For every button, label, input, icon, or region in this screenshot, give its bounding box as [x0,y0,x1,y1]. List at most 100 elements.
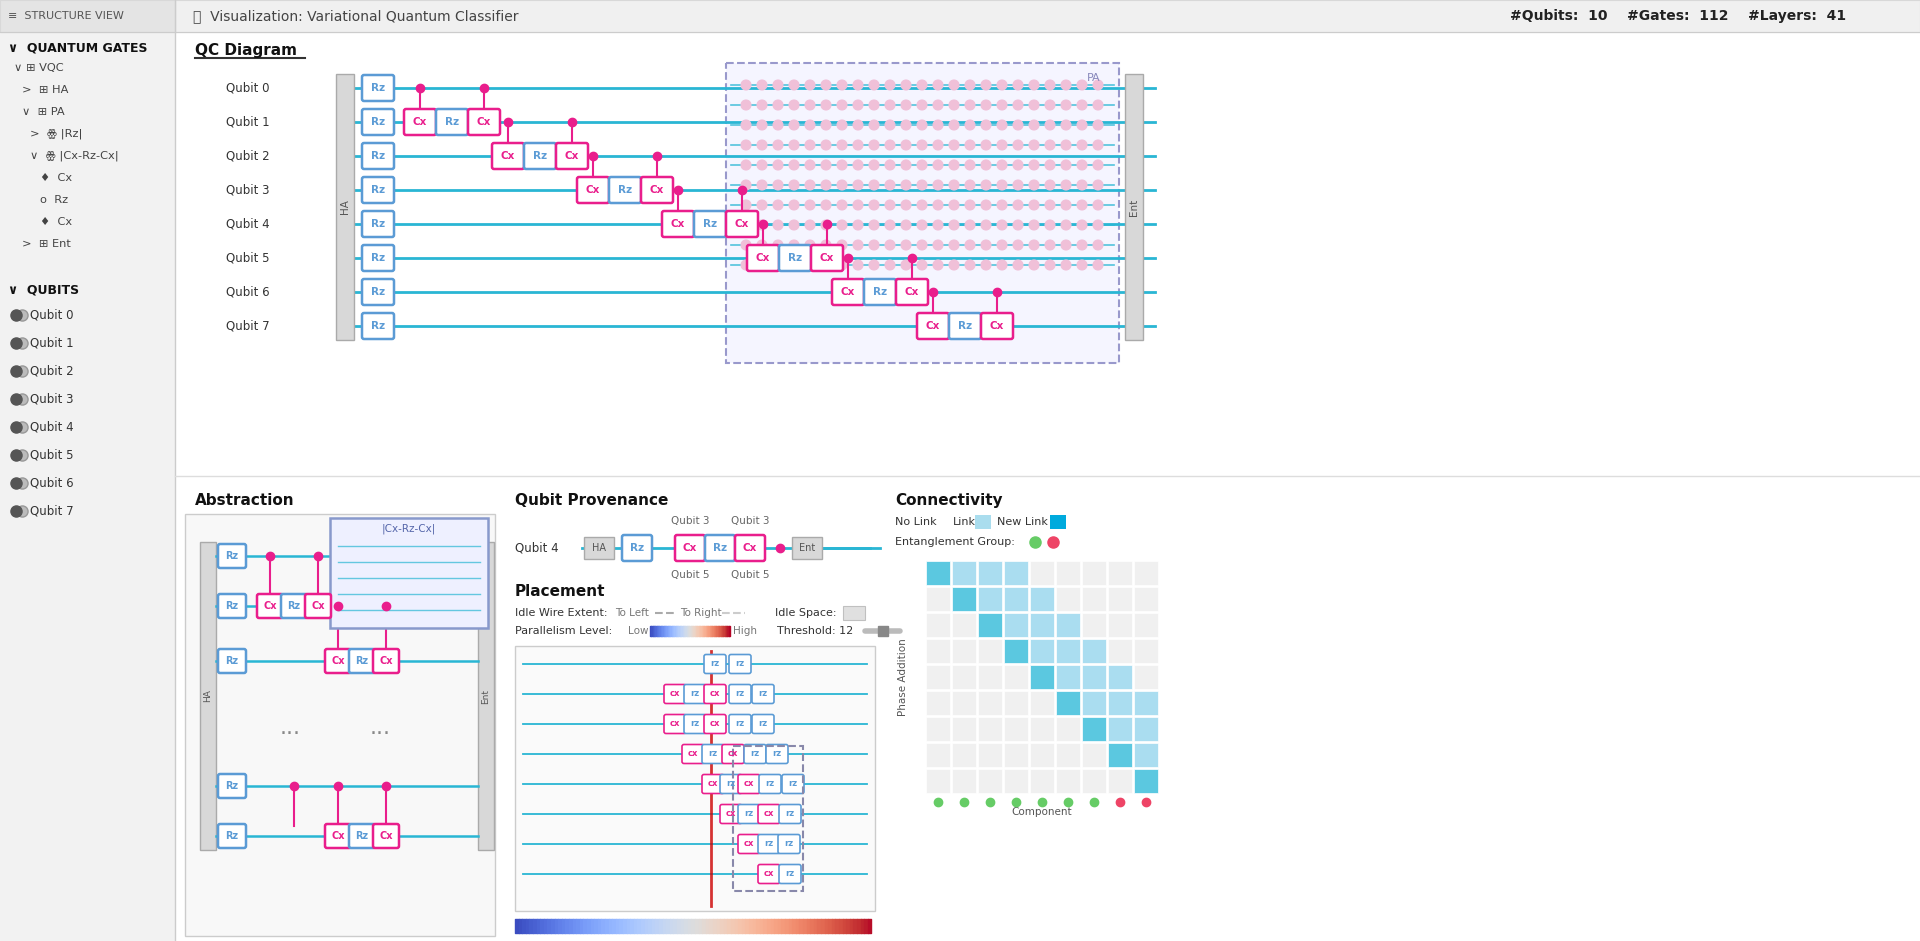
FancyBboxPatch shape [349,824,374,848]
Text: Connectivity: Connectivity [895,492,1002,507]
Text: Rz: Rz [371,287,386,297]
Circle shape [1029,100,1039,110]
Circle shape [789,120,799,130]
Circle shape [933,220,943,230]
Circle shape [981,160,991,170]
Text: cx: cx [710,690,720,698]
Circle shape [981,120,991,130]
FancyBboxPatch shape [897,279,927,305]
Text: Qubit 2: Qubit 2 [227,150,271,163]
Bar [1083,561,1106,585]
Circle shape [885,120,895,130]
Circle shape [741,220,751,230]
Bar [0,0,1920,32]
Bar [977,717,1002,741]
Bar [952,561,975,585]
Text: cx: cx [670,690,680,698]
FancyBboxPatch shape [280,594,307,618]
Circle shape [741,140,751,150]
Bar [1029,613,1054,637]
FancyBboxPatch shape [676,535,705,561]
Bar [1108,769,1133,793]
Circle shape [900,160,910,170]
Text: Idle Space:: Idle Space: [776,608,837,618]
Circle shape [870,240,879,250]
Circle shape [966,100,975,110]
Circle shape [981,100,991,110]
FancyBboxPatch shape [363,109,394,135]
Circle shape [885,140,895,150]
Bar [336,74,353,340]
Text: Qubit 4: Qubit 4 [515,541,559,554]
Circle shape [1014,80,1023,90]
Circle shape [837,260,847,270]
FancyBboxPatch shape [622,535,653,561]
Circle shape [837,220,847,230]
Text: Cx: Cx [380,656,394,666]
Bar [1108,639,1133,663]
Circle shape [885,200,895,210]
Text: #Qubits:  10    #Gates:  112    #Layers:  41: #Qubits: 10 #Gates: 112 #Layers: 41 [1509,9,1847,23]
Circle shape [837,120,847,130]
Bar [952,639,975,663]
FancyBboxPatch shape [726,211,758,237]
Circle shape [933,100,943,110]
Bar [1029,769,1054,793]
Text: QC Diagram: QC Diagram [196,42,298,57]
Text: Cx: Cx [820,253,833,263]
Text: Qubit 3: Qubit 3 [227,183,271,197]
Circle shape [1092,140,1102,150]
Bar [1050,515,1066,529]
Circle shape [1014,160,1023,170]
Circle shape [996,220,1006,230]
Text: o  Rz: o Rz [40,195,67,205]
Circle shape [981,140,991,150]
Circle shape [918,100,927,110]
Bar [977,639,1002,663]
Circle shape [933,240,943,250]
Text: Cx: Cx [263,601,276,611]
Bar [977,613,1002,637]
Text: Abstraction: Abstraction [196,492,294,507]
Circle shape [885,260,895,270]
Circle shape [885,80,895,90]
Circle shape [981,260,991,270]
Text: Ent: Ent [1129,199,1139,215]
Text: Link: Link [952,517,975,527]
Text: Qubit 3: Qubit 3 [670,516,708,526]
FancyBboxPatch shape [831,279,864,305]
Text: Qubit 1: Qubit 1 [227,116,271,129]
FancyBboxPatch shape [720,774,741,793]
Text: rz: rz [691,720,699,728]
Text: Qubit 4: Qubit 4 [31,421,73,434]
Text: Rz: Rz [225,551,238,561]
Circle shape [885,100,895,110]
Circle shape [996,100,1006,110]
Circle shape [900,200,910,210]
Circle shape [996,140,1006,150]
Circle shape [822,200,831,210]
Circle shape [774,180,783,190]
Circle shape [1062,200,1071,210]
Circle shape [966,80,975,90]
Circle shape [789,160,799,170]
Bar [1135,613,1158,637]
Bar [1004,561,1027,585]
Circle shape [822,220,831,230]
Circle shape [996,160,1006,170]
Circle shape [1029,120,1039,130]
Circle shape [1029,200,1039,210]
Circle shape [1092,200,1102,210]
Circle shape [804,180,814,190]
Bar [952,691,975,715]
Bar [1004,587,1027,611]
Circle shape [918,220,927,230]
Text: cx: cx [708,779,718,789]
Circle shape [741,160,751,170]
Bar [1135,587,1158,611]
Circle shape [804,120,814,130]
Circle shape [948,80,958,90]
Circle shape [1044,180,1054,190]
Text: HA: HA [340,199,349,215]
Circle shape [900,140,910,150]
